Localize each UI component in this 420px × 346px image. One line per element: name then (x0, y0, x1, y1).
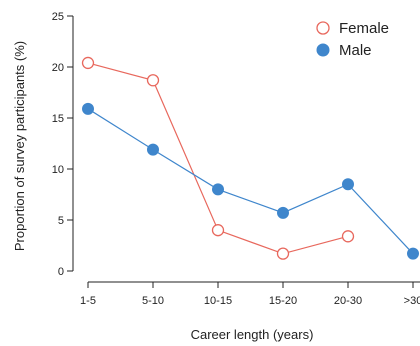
legend-marker-female (316, 21, 330, 35)
y-tick-label: 20 (52, 62, 64, 74)
y-axis-title: Proportion of survey participants (%) (12, 41, 27, 251)
male-data-point (342, 178, 354, 191)
female-data-point (146, 74, 160, 87)
y-tick-label: 0 (58, 266, 64, 278)
x-tick-label: 15-20 (269, 295, 297, 307)
male-data-point (212, 183, 224, 196)
x-tick-label: 5-10 (142, 295, 164, 307)
male-series-line (87, 108, 414, 255)
y-tick-label: 25 (52, 11, 64, 23)
male-data-point (147, 143, 159, 156)
x-ticks: 1-5 5-10 10-15 15-20 20-30 >30 (80, 282, 420, 307)
female-data-point (276, 247, 290, 260)
legend-label-male: Male (339, 42, 372, 59)
female-data-point (81, 56, 95, 70)
y-tick-label: 5 (58, 215, 64, 227)
male-data-point (277, 206, 289, 219)
x-tick-label: 10-15 (204, 295, 232, 307)
female-data-point (341, 230, 355, 243)
legend: Female Male (316, 20, 389, 59)
x-tick-label: 20-30 (334, 295, 362, 307)
male-data-point (407, 247, 419, 260)
x-axis-title: Career length (years) (191, 327, 314, 342)
y-tick-label: 10 (52, 164, 64, 176)
axes (72, 16, 420, 283)
female-data-point (211, 224, 225, 237)
legend-marker-male (316, 43, 330, 57)
series-layer (81, 56, 419, 260)
y-ticks: 0 5 10 15 20 25 (52, 11, 73, 278)
male-data-point (82, 102, 94, 115)
y-tick-label: 15 (52, 113, 64, 125)
legend-label-female: Female (339, 20, 389, 37)
x-tick-label: 1-5 (80, 295, 96, 307)
x-tick-label: >30 (404, 295, 420, 307)
